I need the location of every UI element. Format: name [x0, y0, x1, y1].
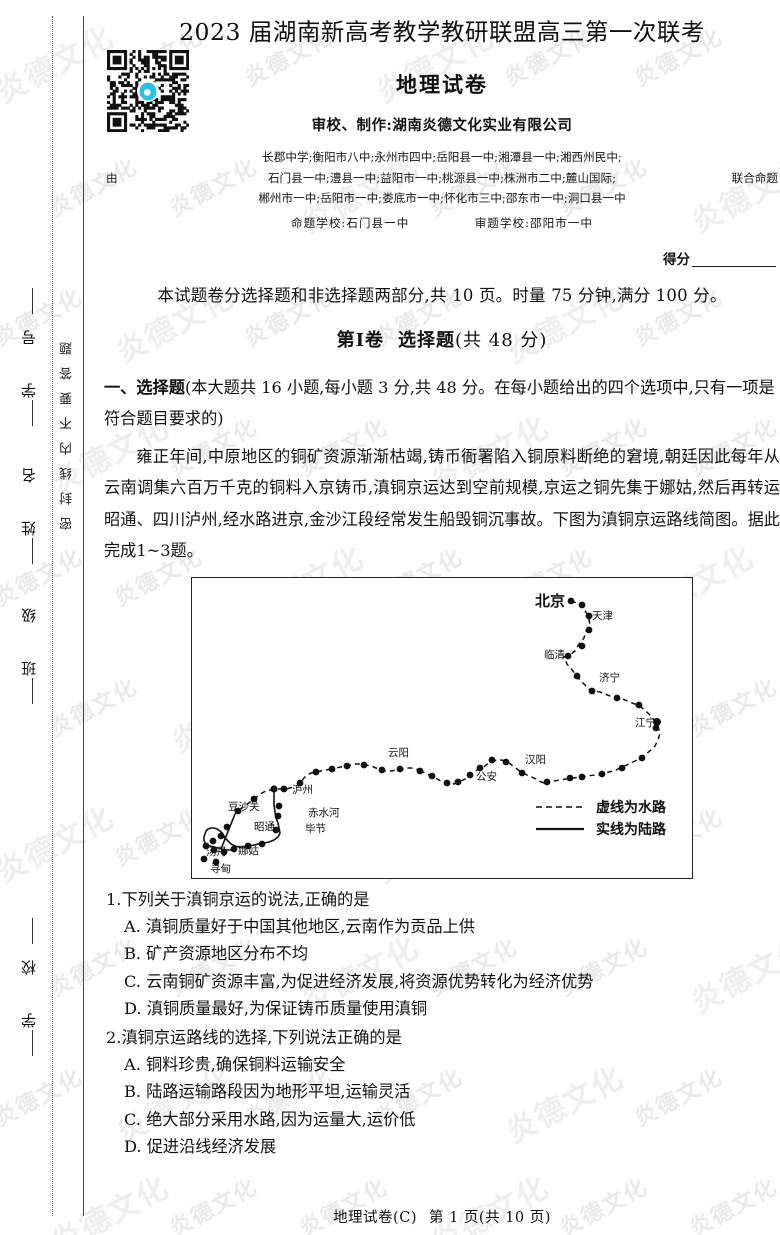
- route-map-figure: 北京 天津 临清 济宁 江宁 汉阳 公安 云阳 泸州 赤水河 毕节 昭通 豆沙关…: [191, 577, 693, 880]
- question-1: 1.下列关于滇铜京运的说法,正确的是 A. 滇铜质量好于中国其他地区,云南作为贡…: [104, 890, 780, 1018]
- by-label: 由: [106, 170, 118, 185]
- school-list: 长郡中学;衡阳市八中;永州市四中;岳阳县一中;湘潭县一中;湘西州民中; 由 石门…: [104, 147, 780, 234]
- qr-code-icon: [107, 50, 189, 132]
- seal-rule: [32, 1030, 33, 1056]
- question-1-option-c[interactable]: C. 云南铜矿资源丰富,为促进经济发展,将资源优势转化为经济优势: [124, 971, 594, 991]
- seal-dotted-line: [52, 16, 53, 1216]
- seal-field-school: 学 校: [18, 950, 52, 1028]
- proposer-reviewer-row: 命题学校:石门县一中 审题学校:邵阳市一中: [104, 213, 780, 234]
- seal-inner-text: 密封线内不要答题: [60, 330, 75, 530]
- legend-dashed-label: 虚线为水路: [596, 799, 667, 816]
- map-label-naguo: 娜姑: [238, 844, 259, 857]
- school-line-1: 长郡中学;衡阳市八中;永州市四中;岳阳县一中;湘潭县一中;湘西州民中;: [262, 150, 622, 164]
- seal-field-label: 姓 名: [20, 458, 38, 536]
- passage-text: 雍正年间,中原地区的铜矿资源渐渐枯竭,铸币衙署陷入铜原料断绝的窘境,朝廷因此每年…: [104, 446, 780, 561]
- map-label-chishuihe: 赤水河: [308, 807, 340, 819]
- map-city-labels: 北京 天津 临清 济宁 江宁 汉阳 公安 云阳 泸州 赤水河 毕节 昭通 豆沙关…: [206, 592, 656, 875]
- seal-rule: [32, 918, 33, 944]
- question-2-option-b[interactable]: B. 陆路运输路段因为地形平坦,运输灵活: [124, 1082, 411, 1102]
- question-1-text: 下列关于滇铜京运的说法,正确的是: [121, 890, 370, 910]
- section-heading-bold: 一、选择题: [104, 377, 185, 397]
- map-label-zhaotong: 昭通: [254, 821, 275, 833]
- map-label-luzhou: 泸州: [292, 784, 313, 796]
- question-2-text: 滇铜京运路线的选择,下列说法正确的是: [121, 1028, 402, 1048]
- page-footer: 地理试卷(C) 第 1 页(共 10 页): [104, 1206, 780, 1227]
- seal-field-name: 姓 名: [18, 458, 52, 536]
- question-1-stem: 1.下列关于滇铜京运的说法,正确的是: [104, 890, 780, 910]
- seal-field-label: 学 校: [20, 950, 38, 1028]
- footer-paper-name: 地理试卷(C): [333, 1210, 417, 1226]
- question-1-number: 1.: [106, 890, 122, 910]
- exam-title: 2023 届湖南新高考教学教研联盟高三第一次联考: [179, 18, 705, 46]
- map-label-tianjin: 天津: [592, 610, 613, 622]
- school-line-2: 石门县一中;澧县一中;益阳市一中;桃源县一中;株洲市二中;麓山国际;: [267, 170, 617, 185]
- section-heading: 一、选择题(本大题共 16 小题,每小题 3 分,共 48 分。在每小题给出的四…: [104, 372, 780, 435]
- question-2-option-d[interactable]: D. 促进沿线经济发展: [124, 1136, 277, 1156]
- question-2-stem: 2.滇铜京运路线的选择,下列说法正确的是: [104, 1028, 780, 1048]
- question-2-option-a[interactable]: A. 铜料珍贵,确保铜料运输安全: [124, 1055, 346, 1075]
- seal-rule: [32, 538, 33, 564]
- map-label-doushaguan: 豆沙关: [228, 800, 260, 813]
- school-line-2-row: 由 石门县一中;澧县一中;益阳市一中;桃源县一中;株洲市二中;麓山国际; 联合命…: [104, 168, 780, 189]
- map-label-yunyang: 云阳: [388, 747, 409, 759]
- seal-rule: [32, 288, 33, 314]
- score-label: 得分: [663, 251, 690, 268]
- question-2-option-c[interactable]: C. 绝大部分采用水路,因为运量大,运价低: [124, 1109, 416, 1129]
- section-heading-rest: (本大题共 16 小题,每小题 3 分,共 48 分。在每小题给出的四个选项中,…: [104, 377, 775, 429]
- question-1-option-a[interactable]: A. 滇铜质量好于中国其他地区,云南作为贡品上供: [124, 917, 475, 937]
- question-1-option-d[interactable]: D. 滇铜质量最好,为保证铸币质量使用滇铜: [124, 998, 428, 1018]
- question-2: 2.滇铜京运路线的选择,下列说法正确的是 A. 铜料珍贵,确保铜料运输安全 B.…: [104, 1028, 780, 1156]
- map-legend: 虚线为水路 实线为陆路: [536, 799, 667, 838]
- map-label-beijing: 北京: [535, 592, 565, 610]
- joint-proposition-label: 联合命题: [731, 170, 778, 185]
- map-label-tangdan: 汤丹: [206, 845, 227, 858]
- map-label-jining: 济宁: [599, 671, 620, 684]
- seal-field-student-id: 学 号: [18, 320, 52, 398]
- score-blank[interactable]: [692, 252, 776, 267]
- reviewer-school: 审题学校:邵阳市一中: [474, 215, 593, 230]
- volume-name: 选择题: [398, 329, 455, 351]
- volume-prefix: 第Ⅰ卷: [336, 329, 384, 351]
- seal-field-class: 班 级: [18, 598, 52, 676]
- score-box: 得分: [104, 248, 780, 268]
- route-station-dots: [200, 597, 661, 866]
- volume-heading: 第Ⅰ卷 选择题(共 48 分): [104, 326, 780, 352]
- map-label-bijie: 毕节: [305, 822, 326, 835]
- seal-solid-line: [83, 16, 84, 1216]
- seal-strip: 密封线内不要答题 学 号 姓 名 班 级 学 校: [0, 0, 104, 1235]
- route-map-svg: 北京 天津 临清 济宁 江宁 汉阳 公安 云阳 泸州 赤水河 毕节 昭通 豆沙关…: [192, 578, 692, 879]
- question-1-option-b[interactable]: B. 矿产资源地区分布不均: [124, 944, 309, 964]
- map-label-gongan: 公安: [476, 770, 497, 783]
- page-content: 2023 届湖南新高考教学教研联盟高三第一次联考 地理试卷 审校、制作:湖南炎德…: [104, 0, 780, 1235]
- footer-page-number: 第 1 页(共 10 页): [428, 1210, 551, 1226]
- legend-solid-label: 实线为陆路: [596, 821, 667, 838]
- map-label-xundian: 寻甸: [210, 862, 231, 875]
- seal-field-label: 班 级: [20, 598, 38, 676]
- maker-line: 审校、制作:湖南炎德文化实业有限公司: [311, 117, 573, 134]
- map-label-linqing: 临清: [544, 648, 565, 661]
- exam-notice: 本试题卷分选择题和非选择题两部分,共 10 页。时量 75 分钟,满分 100 …: [157, 285, 727, 305]
- map-label-hanyang: 汉阳: [525, 754, 546, 766]
- seal-field-label: 学 号: [20, 320, 38, 398]
- proposer-school: 命题学校:石门县一中: [291, 215, 410, 230]
- seal-rule: [32, 400, 33, 426]
- school-line-3: 郴州市一中;岳阳市一中;娄底市一中;怀化市三中;邵东市一中;洞口县一中: [258, 191, 626, 206]
- question-2-number: 2.: [106, 1028, 122, 1048]
- seal-rule: [32, 678, 33, 704]
- map-label-jiangning: 江宁: [635, 716, 656, 729]
- subject-title: 地理试卷: [396, 72, 488, 97]
- volume-paren: (共 48 分): [455, 329, 548, 351]
